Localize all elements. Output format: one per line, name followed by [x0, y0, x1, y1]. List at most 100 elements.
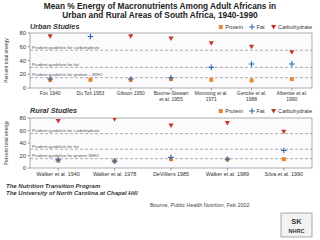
y-tick — [28, 130, 31, 131]
point — [112, 118, 117, 122]
point — [289, 50, 294, 55]
point — [289, 61, 295, 67]
text-line: Fox 1940 — [40, 90, 61, 96]
guideline — [30, 149, 312, 150]
x-tick-label: Bourne-Stewartet al. 1955 — [154, 90, 189, 102]
plot-frame — [30, 118, 312, 168]
y-tick-label: 0 — [23, 165, 26, 171]
subtitle: Rural Studies — [30, 106, 77, 115]
guideline-label: Prudent guideline for carbohydrate — [32, 45, 100, 50]
point — [88, 78, 92, 82]
panel: 020406080Percent total energyPrudent gui… — [3, 22, 312, 102]
y-axis-label: Percent total energy — [3, 120, 9, 165]
point — [168, 36, 173, 41]
x-tick-label: Gericke et al.1988 — [237, 90, 266, 102]
point — [249, 61, 255, 67]
x-tick-label: Monnong et al.1971 — [195, 90, 228, 102]
legend-marker — [249, 24, 255, 30]
y-tick — [28, 168, 31, 169]
text-line: Walker et al. 1989 — [206, 171, 249, 177]
point — [113, 159, 117, 163]
text-line: The Nutrition Transition Program — [6, 183, 101, 189]
legend-label: Carbohydrate — [278, 108, 312, 114]
legend-label: Protein — [225, 108, 243, 114]
text-line: Gibson 1950 — [117, 90, 146, 96]
x-tick-label: Albertse et al.1990 — [277, 90, 308, 102]
legend: Protein Fat Carbohydrate — [219, 108, 312, 114]
legend: ProteinFatCarbohydrate — [219, 24, 312, 30]
x-tick-label: DeVilliers 1985 — [153, 171, 189, 177]
text-line: 1990 — [286, 96, 297, 102]
x-tick-label: Fox 1940 — [40, 90, 61, 96]
point — [281, 130, 286, 135]
footer-right: Bourne, Public Health Nutrition, Feb 200… — [150, 202, 250, 208]
text-line: 1988 — [246, 96, 257, 102]
y-tick — [28, 33, 31, 34]
y-tick — [28, 60, 31, 61]
y-tick — [28, 118, 31, 119]
guideline-label: Prudent guideline for protein – WHO — [32, 72, 103, 77]
chart: Mean % Energy of Macronutrients Among Ad… — [0, 0, 320, 240]
point — [168, 155, 174, 161]
panel: 020406080Percent total energyPrudent gui… — [3, 106, 312, 177]
point — [208, 65, 214, 71]
point — [128, 76, 134, 82]
point — [209, 78, 213, 82]
point — [225, 156, 231, 162]
y-tick-label: 20 — [20, 71, 26, 77]
point — [281, 148, 287, 154]
point — [128, 34, 133, 39]
point — [56, 119, 61, 124]
point — [168, 75, 174, 81]
logo-text: SK — [291, 217, 302, 226]
legend-marker — [249, 108, 255, 114]
text-line: 1971 — [206, 96, 217, 102]
legend-label: Fat — [257, 108, 266, 114]
guideline-label: Prudent guideline for fat — [32, 144, 79, 149]
y-tick-label: 0 — [23, 85, 26, 91]
x-tick-label: Gibson 1950 — [117, 90, 146, 96]
guideline-label: Prudent guideline for protein WHO — [32, 153, 100, 158]
y-tick-label: 80 — [20, 115, 26, 121]
point — [88, 34, 94, 40]
legend-marker — [271, 25, 276, 30]
x-tick-label: Walker et al. 1978 — [93, 171, 136, 177]
text-line: Urban and Rural Areas of South Africa, 1… — [62, 10, 258, 20]
x-tick-label: Du Toit 1953 — [76, 90, 104, 96]
point — [168, 123, 173, 128]
legend-label: Carbohydrate — [278, 24, 312, 30]
text-line: et al. 1955 — [159, 96, 183, 102]
text-line: Du Toit 1953 — [76, 90, 104, 96]
x-tick-label: Silva et al. 1990 — [265, 171, 303, 177]
footer-left: The Nutrition Transition ProgramThe Univ… — [6, 183, 138, 196]
x-tick-label: Walker et al. 1989 — [206, 171, 249, 177]
text-line: Walker et al. 1940 — [37, 171, 80, 177]
guideline — [30, 50, 312, 51]
y-tick — [28, 88, 31, 89]
logo-text: NHRC — [289, 228, 305, 234]
title: Mean % Energy of Macronutrients Among Ad… — [44, 1, 276, 20]
point — [48, 34, 53, 39]
text-line: Silva et al. 1990 — [265, 171, 303, 177]
legend-label: Fat — [257, 24, 266, 30]
point — [112, 158, 118, 164]
plot-area — [30, 34, 312, 83]
y-tick — [28, 155, 31, 156]
y-tick-label: 40 — [20, 58, 26, 64]
y-tick-label: 60 — [20, 128, 26, 134]
y-tick-label: 80 — [20, 30, 26, 36]
guideline — [30, 67, 312, 68]
point — [209, 41, 214, 46]
text-line: Walker et al. 1978 — [93, 171, 136, 177]
legend-marker — [219, 109, 223, 113]
guideline-label: Prudent guideline for fat — [32, 62, 79, 67]
x-tick-label: Walker et al. 1940 — [37, 171, 80, 177]
point — [225, 157, 229, 161]
guideline — [30, 133, 312, 134]
guideline-label: Prudent guideline for carbohydrate — [32, 128, 100, 133]
point — [282, 157, 286, 161]
plot-area — [30, 118, 312, 164]
y-tick — [28, 74, 31, 75]
legend-marker — [219, 25, 223, 29]
point — [290, 77, 294, 81]
